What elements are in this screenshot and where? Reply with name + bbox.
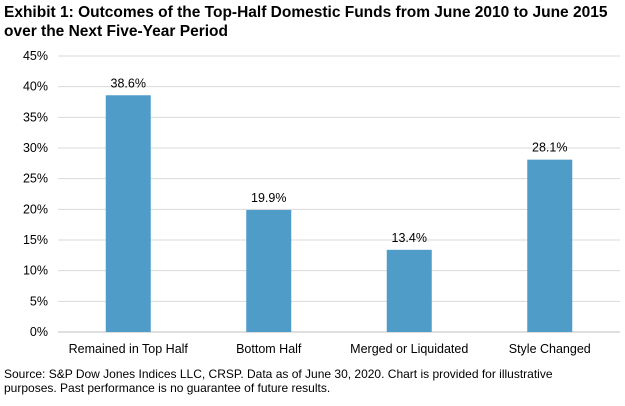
y-tick-label: 5%	[30, 294, 48, 308]
bar-value-label: 28.1%	[532, 141, 567, 155]
y-tick-label: 10%	[23, 264, 48, 278]
bar-value-label: 19.9%	[251, 191, 286, 205]
y-tick-label: 15%	[23, 233, 48, 247]
x-category-label: Style Changed	[509, 342, 591, 356]
y-tick-label: 0%	[30, 325, 48, 339]
x-category-label: Remained in Top Half	[69, 342, 189, 356]
y-tick-label: 45%	[23, 49, 48, 63]
source-note: Source: S&P Dow Jones Indices LLC, CRSP.…	[4, 367, 553, 395]
x-category-label: Bottom Half	[236, 342, 302, 356]
bar-value-label: 13.4%	[392, 231, 427, 245]
bar	[246, 209, 292, 332]
y-tick-label: 35%	[23, 110, 48, 124]
bar-chart: 0% 5% 10% 15% 20% 25% 30% 35% 40% 45% 38.6% Remaine…	[23, 49, 620, 356]
bar	[527, 159, 573, 332]
bar	[386, 249, 432, 332]
y-tick-label: 20%	[23, 202, 48, 216]
y-tick-label: 40%	[23, 80, 48, 94]
chart-title: Exhibit 1: Outcomes of the Top-Half Dome…	[4, 4, 608, 40]
x-category-label: Merged or Liquidated	[350, 342, 468, 356]
y-tick-label: 30%	[23, 141, 48, 155]
y-tick-label: 25%	[23, 172, 48, 186]
chart-area: 0% 5% 10% 15% 20% 25% 30% 35% 40% 45% 38.6% Remaine…	[0, 44, 625, 367]
bar-value-label: 38.6%	[111, 76, 146, 90]
bar	[105, 95, 151, 333]
